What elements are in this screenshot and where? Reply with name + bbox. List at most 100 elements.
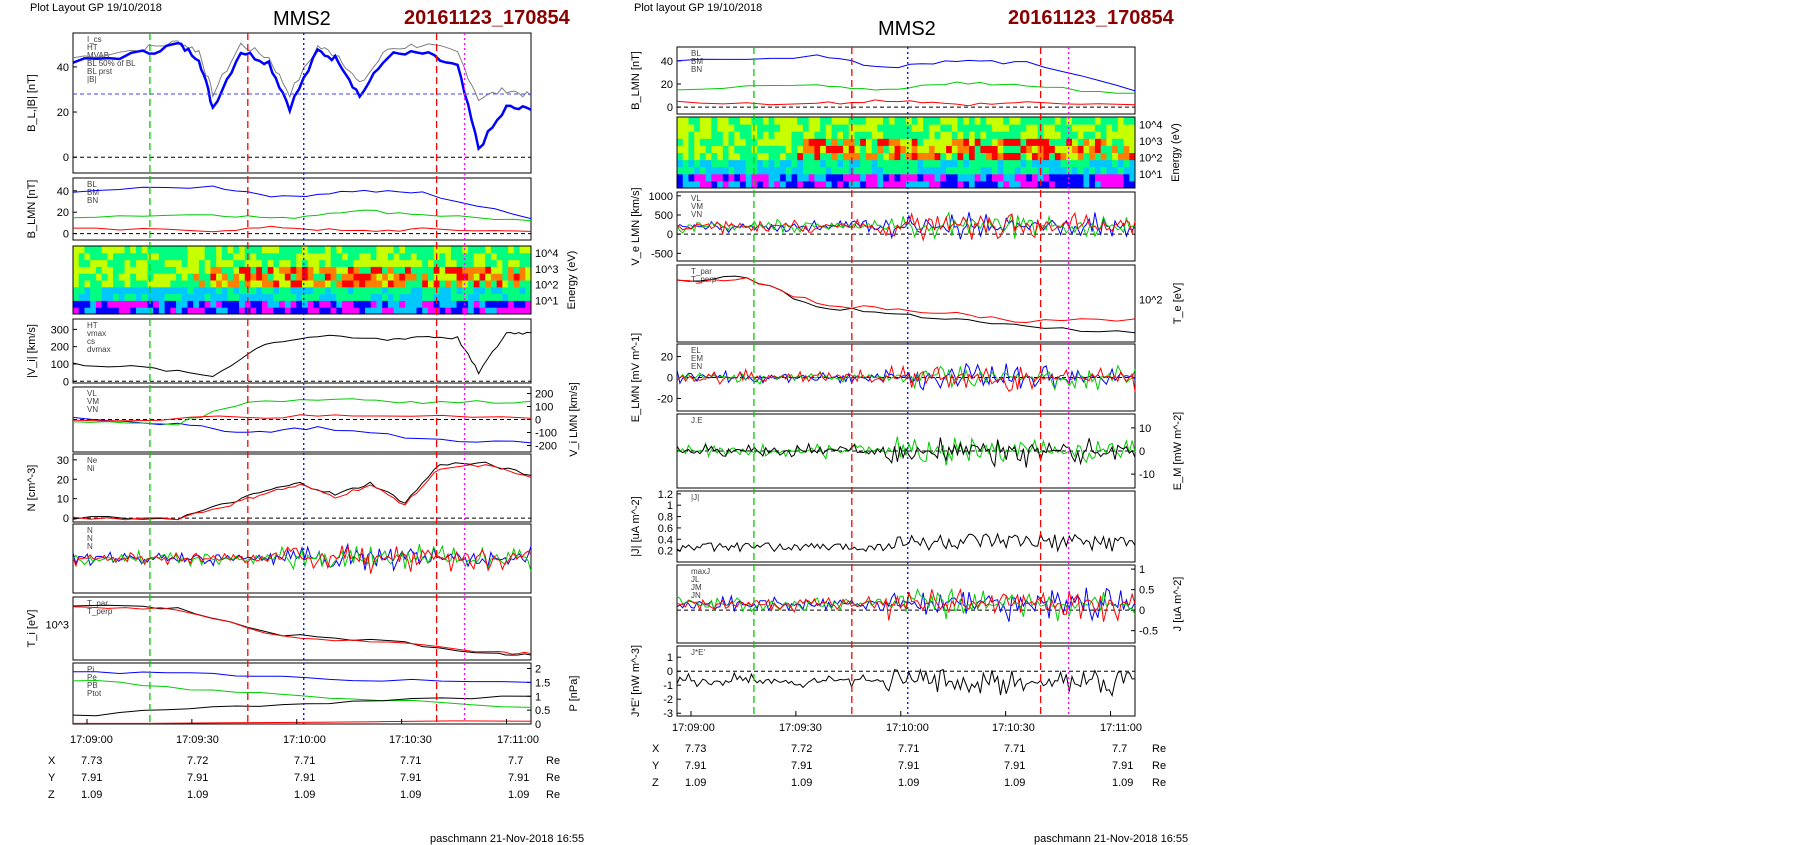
heatmap-cell (90, 280, 97, 288)
legend-entry: EL (691, 346, 701, 355)
heatmap-cell (705, 152, 712, 161)
heatmap-cell (73, 246, 80, 254)
heatmap-cell (508, 246, 515, 254)
heatmap-cell (934, 131, 941, 139)
heatmap-cell (256, 246, 263, 254)
tick-label: 10^3 (1139, 136, 1163, 148)
heatmap-cell (210, 293, 217, 301)
tick-label: -1 (663, 680, 673, 692)
heatmap-cell (762, 131, 770, 139)
heatmap-cell (1112, 124, 1119, 132)
heatmap-cell (456, 307, 463, 315)
heatmap-cell (997, 138, 1004, 146)
heatmap-cell (210, 266, 217, 274)
heatmap-cell (940, 173, 947, 182)
heatmap-cell (1031, 117, 1039, 125)
heatmap-cell (456, 259, 463, 267)
heatmap-cell (917, 180, 924, 189)
heatmap-cell (485, 286, 492, 295)
heatmap-cell (745, 166, 752, 175)
heatmap-cell (176, 293, 183, 301)
heatmap-cell (906, 159, 913, 168)
heatmap-cell (198, 307, 206, 315)
heatmap-cell (854, 159, 861, 168)
heatmap-cell (462, 307, 469, 315)
heatmap-cell (785, 117, 792, 125)
heatmap-cell (462, 300, 469, 308)
heatmap-cell (227, 300, 234, 308)
heatmap-cell (1077, 159, 1084, 168)
heatmap-cell (433, 300, 440, 308)
heatmap-cell (164, 300, 171, 308)
heatmap-cell (745, 124, 752, 132)
heatmap-cell (227, 307, 234, 315)
tick-label: -200 (535, 441, 557, 453)
heatmap-cell (399, 266, 406, 274)
tick-label: -2 (663, 694, 673, 706)
heatmap-cell (221, 307, 229, 315)
heatmap-cell (946, 159, 953, 168)
heatmap-cell (1031, 145, 1039, 153)
heatmap-cell (485, 307, 492, 315)
heatmap-cell (118, 273, 126, 281)
heatmap-cell (797, 145, 804, 153)
heatmap-cell (319, 246, 326, 254)
heatmap-cell (405, 273, 412, 281)
heatmap-cell (843, 138, 850, 146)
heatmap-cell (1003, 166, 1010, 175)
heatmap-cell (508, 286, 515, 295)
heatmap-cell (1026, 117, 1033, 125)
heatmap-cell (1077, 166, 1084, 175)
heatmap-cell (113, 300, 120, 308)
heatmap-cell (176, 252, 183, 261)
heatmap-cell (456, 252, 463, 261)
left-time-tick: 17:10:00 (283, 734, 326, 746)
heatmap-cell (825, 117, 833, 125)
heatmap-cell (831, 145, 838, 153)
heatmap-cell (330, 280, 337, 288)
heatmap-cell (233, 293, 240, 301)
heatmap-cell (313, 246, 320, 254)
heatmap-cell (181, 307, 188, 315)
heatmap-cell (871, 131, 878, 139)
tick-label: -3 (663, 708, 673, 720)
legend-entry: VN (87, 405, 98, 414)
heatmap-cell (107, 280, 114, 288)
heatmap-cell (416, 246, 423, 254)
heatmap-cell (1089, 117, 1096, 125)
legend-entry: Ptot (87, 689, 102, 698)
heatmap-cell (774, 180, 781, 189)
heatmap-cell (508, 280, 515, 288)
heatmap-cell (450, 293, 458, 301)
heatmap-cell (940, 117, 947, 125)
heatmap-cell (399, 246, 406, 254)
heatmap-cell (711, 131, 718, 139)
heatmap-cell (107, 246, 114, 254)
left-time-tick: 17:09:00 (70, 734, 113, 746)
heatmap-cell (324, 252, 332, 261)
heatmap-cell (239, 266, 246, 274)
heatmap-cell (290, 286, 297, 295)
heatmap-cell (877, 131, 884, 139)
heatmap-cell (198, 259, 206, 267)
heatmap-cell (445, 280, 452, 288)
heatmap-cell (1014, 173, 1021, 182)
heatmap-cell (728, 180, 735, 189)
heatmap-cell (728, 159, 735, 168)
heatmap-cell (677, 145, 684, 153)
heatmap-cell (820, 131, 827, 139)
tick-label: 1 (667, 652, 673, 664)
panel-frame (72, 177, 532, 241)
heatmap-cell (382, 280, 389, 288)
heatmap-cell (745, 173, 752, 182)
heatmap-cell (1003, 152, 1010, 161)
panel-frame (72, 453, 532, 523)
heatmap-cell (307, 280, 314, 288)
heatmap-cell (682, 152, 689, 161)
heatmap-cell (699, 124, 707, 132)
heatmap-cell (84, 273, 91, 281)
heatmap-cell (791, 117, 798, 125)
heatmap-cell (688, 145, 695, 153)
heatmap-cell (78, 246, 85, 254)
heatmap-cell (923, 124, 930, 132)
